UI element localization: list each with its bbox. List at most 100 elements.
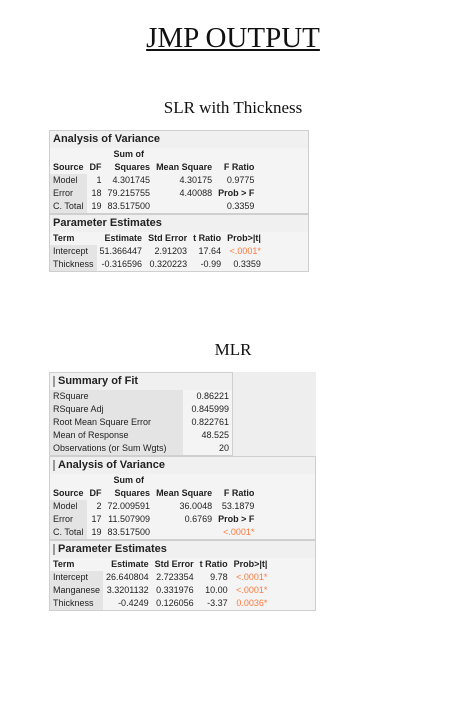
table-row: RSquare Adj 0.845999 [50,403,232,416]
row-df: 17 [91,514,102,524]
row-df: 19 [91,201,102,211]
row-term: Intercept [50,571,104,584]
slr-params-header[interactable]: Parameter Estimates [50,215,308,232]
row-ms [153,200,215,213]
table-row: Observations (or Sum Wgts) 20 [50,442,232,455]
table-row: RSquare 0.86221 [50,390,232,403]
mlr-params-header[interactable]: Parameter Estimates [58,543,167,555]
col-prob-t: Prob>|t| [233,559,268,569]
mlr-anova-table: Sum of Source DF Squares Mean Square F R… [50,474,257,539]
mlr-anova-header[interactable]: Analysis of Variance [58,459,165,471]
row-df: 2 [96,501,102,511]
table-row: C. Total 19 83.517500 <.0001* [50,526,257,539]
row-df: 1 [96,175,102,185]
row-prob-t: 0.0036* [236,598,268,608]
row-t-ratio: 17.64 [198,246,222,256]
col-t-ratio: t Ratio [193,233,222,243]
row-prob-t: <.0001* [229,246,261,256]
col-df: DF [89,488,102,498]
row-t-ratio: 9.78 [210,572,228,582]
row-ms: 36.0048 [179,501,213,511]
collapse-marker-icon [53,543,55,555]
col-df: DF [89,162,102,172]
fit-label: Mean of Response [50,429,184,442]
table-row: Intercept 51.366447 2.91203 17.64 <.0001… [50,245,264,258]
row-df: 18 [91,188,102,198]
row-df: 19 [91,527,102,537]
row-std-error: 0.331976 [156,585,194,595]
row-prob-t: 0.3359 [233,259,261,269]
row-ss: 72.009591 [107,501,151,511]
col-ms: Mean Square [156,162,213,172]
row-estimate: 3.3201132 [106,585,149,595]
row-ms: 4.30175 [179,175,213,185]
row-t-ratio: 10.00 [205,585,228,595]
prob-f-label: Prob > F [218,514,255,524]
row-std-error: 0.126056 [156,598,194,608]
row-source: Error [50,187,87,200]
col-f: F Ratio [223,488,255,498]
mlr-params-panel: Parameter Estimates Term Estimate Std Er… [49,540,316,611]
row-estimate: 26.640804 [106,572,149,582]
fit-value: 0.86221 [196,391,229,401]
mlr-fit-panel: Summary of Fit RSquare 0.86221 RSquare Ad… [49,372,233,456]
table-row: Mean of Response 48.525 [50,429,232,442]
col-prob-t: Prob>|t| [227,233,261,243]
col-std-error: Std Error [154,559,194,569]
row-ss: 79.215755 [107,188,151,198]
prob-f-value: <.0001* [223,527,255,537]
table-row: Error 18 79.215755 4.40088 Prob > F [50,187,257,200]
col-ss: Squares [114,162,151,172]
col-source: Source [53,162,84,172]
col-term: Term [53,559,75,569]
prob-f-value: 0.3359 [226,201,255,211]
col-estimate: Estimate [111,559,149,569]
slr-params-panel: Parameter Estimates Term Estimate Std Er… [49,214,309,272]
col-t-ratio: t Ratio [199,559,228,569]
row-term: Thickness [50,258,97,271]
row-estimate: -0.316596 [101,259,143,269]
row-term: Manganese [50,584,104,597]
row-prob-t: <.0001* [236,572,268,582]
table-row: Intercept 26.640804 2.723354 9.78 <.0001… [50,571,270,584]
row-ss: 83.517500 [107,527,151,537]
row-estimate: 51.366447 [99,246,143,256]
row-f: 53.1879 [221,501,255,511]
fit-label: RSquare Adj [50,403,184,416]
fit-label: Root Mean Square Error [50,416,184,429]
table-row: Manganese 3.3201132 0.331976 10.00 <.000… [50,584,270,597]
row-ms: 0.6769 [184,514,213,524]
table-row: Thickness -0.316596 0.320223 -0.99 0.335… [50,258,264,271]
mlr-fit-header[interactable]: Summary of Fit [58,375,139,387]
fit-value: 20 [218,443,229,453]
slr-anova-table: Sum of Source DF Squares Mean Square F R… [50,148,257,213]
prob-f-label: Prob > F [218,188,255,198]
table-row: Model 2 72.009591 36.0048 53.1879 [50,500,257,513]
table-row: C. Total 19 83.517500 0.3359 [50,200,257,213]
col-ss: Squares [114,488,151,498]
row-estimate: -0.4249 [118,598,149,608]
row-ms [153,526,215,539]
row-ss: 11.507909 [108,514,151,524]
row-ss: 4.301745 [112,175,151,185]
fit-value: 0.845999 [191,404,229,414]
row-t-ratio: -0.99 [200,259,222,269]
row-term: Intercept [50,245,97,258]
collapse-marker-icon [53,459,55,471]
col-f: F Ratio [223,162,255,172]
row-f: 0.9775 [226,175,255,185]
slr-anova-header[interactable]: Analysis of Variance [50,131,308,148]
slr-anova-panel: Analysis of Variance Sum of Source DF Sq… [49,130,309,214]
col-std-error: Std Error [148,233,188,243]
row-source: Model [50,174,87,187]
fit-label: Observations (or Sum Wgts) [50,442,184,455]
slr-heading: SLR with Thickness [163,98,303,117]
row-source: C. Total [50,526,87,539]
table-row: Error 17 11.507909 0.6769 Prob > F [50,513,257,526]
row-term: Thickness [50,597,104,610]
table-row: Thickness -0.4249 0.126056 -3.37 0.0036* [50,597,270,610]
row-source: Model [50,500,87,513]
col-source: Source [53,488,84,498]
mlr-anova-panel: Analysis of Variance Sum of Source DF Sq… [49,456,316,540]
row-t-ratio: -3.37 [207,598,228,608]
